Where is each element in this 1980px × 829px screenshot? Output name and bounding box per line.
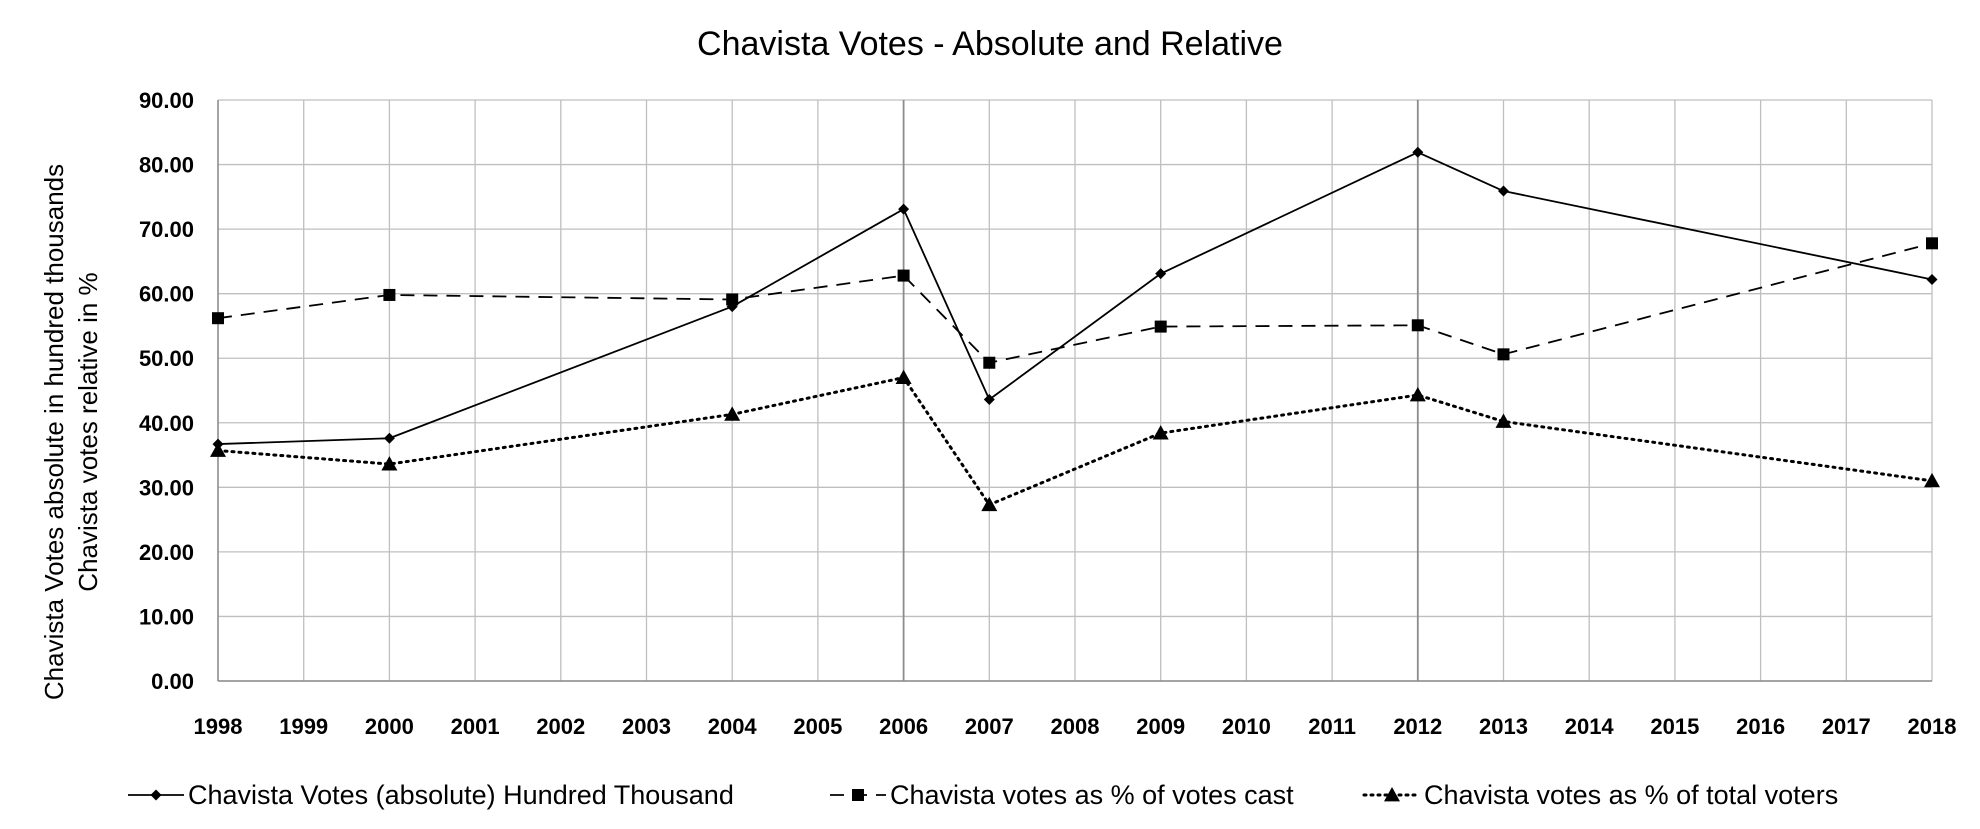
legend-label: Chavista votes as % of votes cast	[890, 780, 1294, 810]
y-tick-label: 10.00	[139, 604, 194, 629]
y-tick-label: 20.00	[139, 540, 194, 565]
data-point	[981, 496, 998, 512]
data-point	[383, 288, 396, 301]
x-tick-label: 2003	[622, 714, 671, 739]
data-point	[897, 269, 910, 282]
data-point	[898, 203, 910, 215]
legend-marker	[1384, 787, 1400, 802]
series-3	[210, 369, 1940, 512]
data-point	[983, 394, 995, 406]
data-point	[381, 456, 398, 471]
x-tick-label: 2007	[965, 714, 1014, 739]
legend-marker	[150, 789, 162, 801]
legend-item-1: Chavista Votes (absolute) Hundred Thousa…	[128, 780, 734, 810]
data-point	[1495, 413, 1512, 428]
legend-marker	[852, 789, 864, 801]
x-axis-ticks: 1998 1999 2000 2001 2002 2003 2004 2005 2006 2007…	[194, 714, 1957, 739]
x-tick-label: 2017	[1822, 714, 1871, 739]
data-point	[1152, 425, 1169, 440]
legend-item-3: Chavista votes as % of total voters	[1362, 780, 1838, 810]
x-tick-label: 2006	[879, 714, 928, 739]
y-tick-label: 80.00	[139, 153, 194, 178]
data-point	[1497, 348, 1510, 361]
legend-label: Chavista Votes (absolute) Hundred Thousa…	[188, 780, 734, 810]
data-point	[1154, 320, 1167, 333]
data-point	[1926, 273, 1938, 285]
data-point	[212, 312, 224, 325]
x-tick-label: 2016	[1736, 714, 1785, 739]
y-tick-label: 60.00	[139, 282, 194, 307]
plot-frame	[217, 100, 1932, 682]
y-axis-ticks: 0.00 10.00 20.00 30.00 40.00 50.00 60.00 70.00 8…	[139, 88, 194, 694]
series-2	[212, 237, 1938, 369]
x-tick-label: 1999	[279, 714, 328, 739]
data-point	[1498, 185, 1509, 197]
x-tick-label: 2001	[451, 714, 500, 739]
y-axis-label: Chavista Votes absolute in hundred thous…	[39, 164, 103, 700]
legend-item-2: Chavista votes as % of votes cast	[830, 780, 1294, 810]
x-tick-label: 2014	[1565, 714, 1615, 739]
y-tick-label: 50.00	[139, 346, 194, 371]
x-tick-label: 1998	[194, 714, 243, 739]
y-tick-label: 70.00	[139, 217, 194, 242]
y-tick-label: 40.00	[139, 411, 194, 436]
x-tick-label: 2009	[1136, 714, 1185, 739]
x-tick-label: 2012	[1393, 714, 1442, 739]
x-tick-label: 2011	[1308, 714, 1356, 739]
x-tick-label: 2004	[708, 714, 758, 739]
x-tick-label: 2015	[1650, 714, 1699, 739]
data-point	[1926, 237, 1938, 250]
data-point	[210, 442, 226, 457]
x-tick-label: 2002	[536, 714, 585, 739]
data-point	[726, 293, 739, 306]
x-tick-label: 2010	[1222, 714, 1271, 739]
data-point	[983, 356, 996, 369]
legend: Chavista Votes (absolute) Hundred Thousa…	[128, 780, 1838, 810]
legend-label: Chavista votes as % of total voters	[1424, 780, 1838, 810]
data-point	[1924, 472, 1940, 488]
data-point	[1409, 387, 1426, 402]
x-tick-label: 2013	[1479, 714, 1528, 739]
y-tick-label: 90.00	[139, 88, 194, 113]
data-point	[1411, 319, 1424, 332]
x-tick-label: 2008	[1051, 714, 1100, 739]
data-point	[383, 432, 395, 444]
y-tick-label: 30.00	[139, 475, 194, 500]
y-tick-label: 0.00	[151, 669, 194, 694]
y-axis-label-line1: Chavista Votes absolute in hundred thous…	[39, 164, 69, 700]
y-axis-label-line2: Chavista votes relative in %	[73, 272, 103, 591]
series-group	[210, 146, 1940, 512]
chart-title: Chavista Votes - Absolute and Relative	[697, 25, 1283, 63]
x-tick-label: 2000	[365, 714, 414, 739]
x-tick-label: 2018	[1908, 714, 1957, 739]
data-point	[724, 406, 741, 421]
data-point	[1155, 268, 1167, 280]
data-point	[1412, 146, 1424, 158]
data-point	[895, 369, 912, 384]
grid	[217, 99, 1933, 682]
x-tick-label: 2005	[793, 714, 842, 739]
